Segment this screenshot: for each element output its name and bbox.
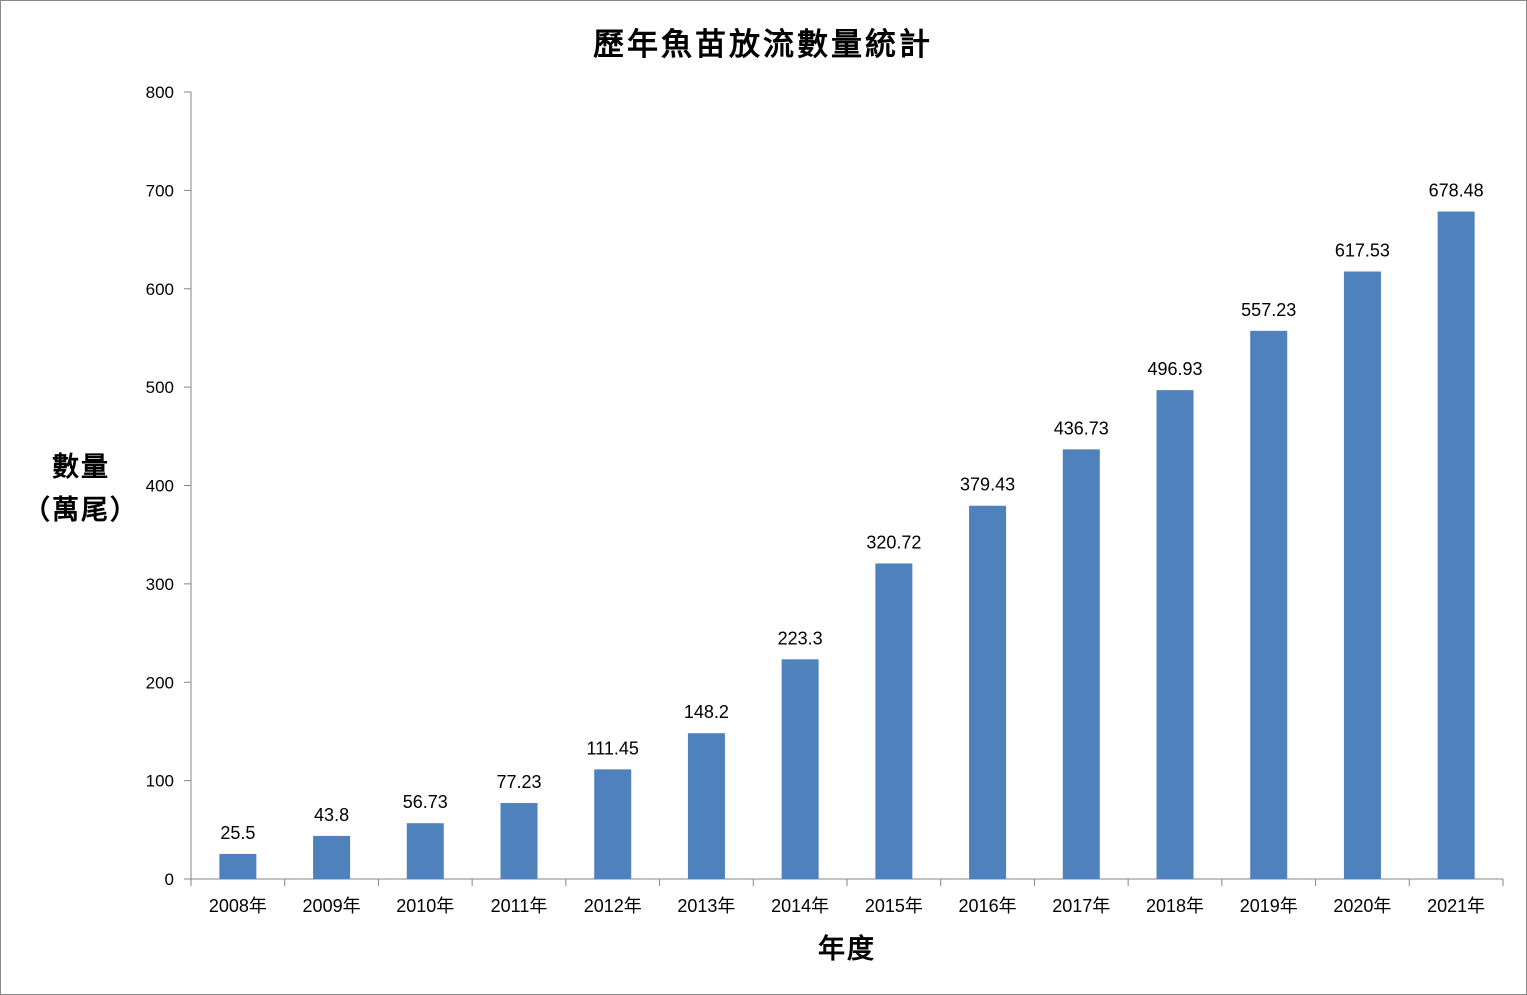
x-tick-label: 2010年 <box>396 896 454 916</box>
x-tick-label: 2009年 <box>303 896 361 916</box>
x-axis: 2008年 2009年 2010年 2011年 2012年 2013年 2014年 2015年… <box>190 878 1504 916</box>
bar-value-label: 320.72 <box>866 532 921 552</box>
bar <box>219 853 257 879</box>
bar-value-label: 111.45 <box>587 738 639 758</box>
bar-value-label: 25.5 <box>220 823 255 843</box>
x-tick-label: 2018年 <box>1146 896 1204 916</box>
bar <box>313 835 351 879</box>
x-tick-label: 2012年 <box>584 896 642 916</box>
x-tick-label: 2016年 <box>959 896 1017 916</box>
y-tick-label: 700 <box>146 181 174 200</box>
bar <box>969 505 1007 879</box>
bar <box>1250 330 1288 880</box>
x-tick-label: 2014年 <box>771 896 829 916</box>
chart-title: 歷年魚苗放流數量統計 <box>593 27 933 63</box>
x-tick-label: 2013年 <box>677 896 735 916</box>
y-tick-label: 300 <box>146 575 174 594</box>
x-tick-label: 2017年 <box>1052 896 1110 916</box>
bar-value-label: 56.73 <box>403 792 448 812</box>
y-tick-label: 400 <box>146 477 174 496</box>
bar-value-label: 436.73 <box>1054 418 1109 438</box>
y-axis-title: 數量 （萬尾） <box>23 452 139 526</box>
bar <box>781 659 819 879</box>
bar-value-label: 43.8 <box>314 805 349 825</box>
bar <box>500 803 538 879</box>
x-tick-label: 2020年 <box>1333 896 1391 916</box>
x-tick-label: 2011年 <box>491 896 548 916</box>
bar-value-label: 678.48 <box>1429 181 1484 201</box>
bar <box>594 769 632 879</box>
bar <box>1062 449 1100 879</box>
y-tick-label: 0 <box>165 870 174 889</box>
bar-value-label: 617.53 <box>1335 241 1390 261</box>
y-axis-title-line-1: 數量 <box>52 452 110 483</box>
y-axis: 0 100 200 300 400 500 600 700 800 <box>146 83 192 889</box>
x-tick-label: 2015年 <box>865 896 923 916</box>
bar-value-label: 496.93 <box>1147 359 1202 379</box>
x-axis-title: 年度 <box>818 933 876 965</box>
bar-value-label: 557.23 <box>1241 300 1296 320</box>
y-tick-label: 600 <box>146 280 174 299</box>
bar <box>406 823 444 879</box>
x-tick-label: 2019年 <box>1240 896 1298 916</box>
bar-value-label: 148.2 <box>684 702 729 722</box>
y-axis-title-line-2: （萬尾） <box>23 495 139 526</box>
bar <box>1343 271 1381 879</box>
bar <box>875 563 913 879</box>
bar-value-label: 223.3 <box>778 628 823 648</box>
bar <box>1437 211 1475 880</box>
x-tick-label: 2021年 <box>1427 896 1485 916</box>
bar <box>687 733 725 879</box>
bar <box>1156 390 1194 879</box>
bar-value-label: 379.43 <box>960 475 1015 495</box>
bar-value-label: 77.23 <box>496 772 541 792</box>
y-tick-label: 500 <box>146 378 174 397</box>
x-tick-label: 2008年 <box>209 896 267 916</box>
data-labels: 25.5 43.8 56.73 77.23 111.45 148.2 223.3 320.72… <box>220 181 1483 843</box>
y-tick-label: 800 <box>146 83 174 102</box>
y-tick-label: 100 <box>146 772 174 791</box>
bar-series <box>219 211 1475 880</box>
y-tick-label: 200 <box>146 673 174 692</box>
